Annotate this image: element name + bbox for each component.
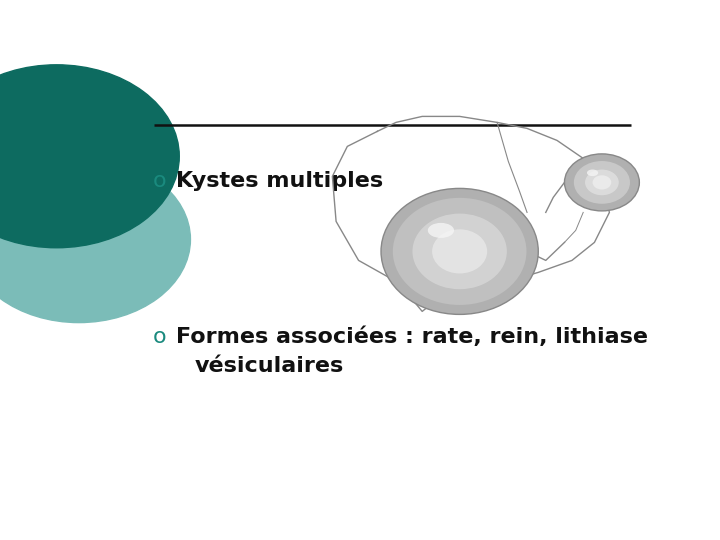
Ellipse shape bbox=[585, 170, 618, 195]
Ellipse shape bbox=[393, 198, 526, 305]
Circle shape bbox=[0, 65, 179, 248]
Ellipse shape bbox=[564, 154, 639, 211]
Ellipse shape bbox=[574, 161, 630, 204]
Ellipse shape bbox=[587, 170, 598, 176]
Ellipse shape bbox=[593, 176, 611, 190]
Text: vésiculaires: vésiculaires bbox=[194, 356, 343, 376]
Ellipse shape bbox=[432, 230, 487, 273]
Text: o: o bbox=[153, 327, 166, 347]
Ellipse shape bbox=[381, 188, 539, 314]
Text: Formes associées : rate, rein, lithiase: Formes associées : rate, rein, lithiase bbox=[176, 327, 649, 347]
Text: o: o bbox=[153, 171, 166, 191]
Text: Kystes multiples: Kystes multiples bbox=[176, 171, 384, 191]
Ellipse shape bbox=[428, 223, 454, 238]
Ellipse shape bbox=[413, 214, 507, 289]
Circle shape bbox=[0, 156, 190, 322]
